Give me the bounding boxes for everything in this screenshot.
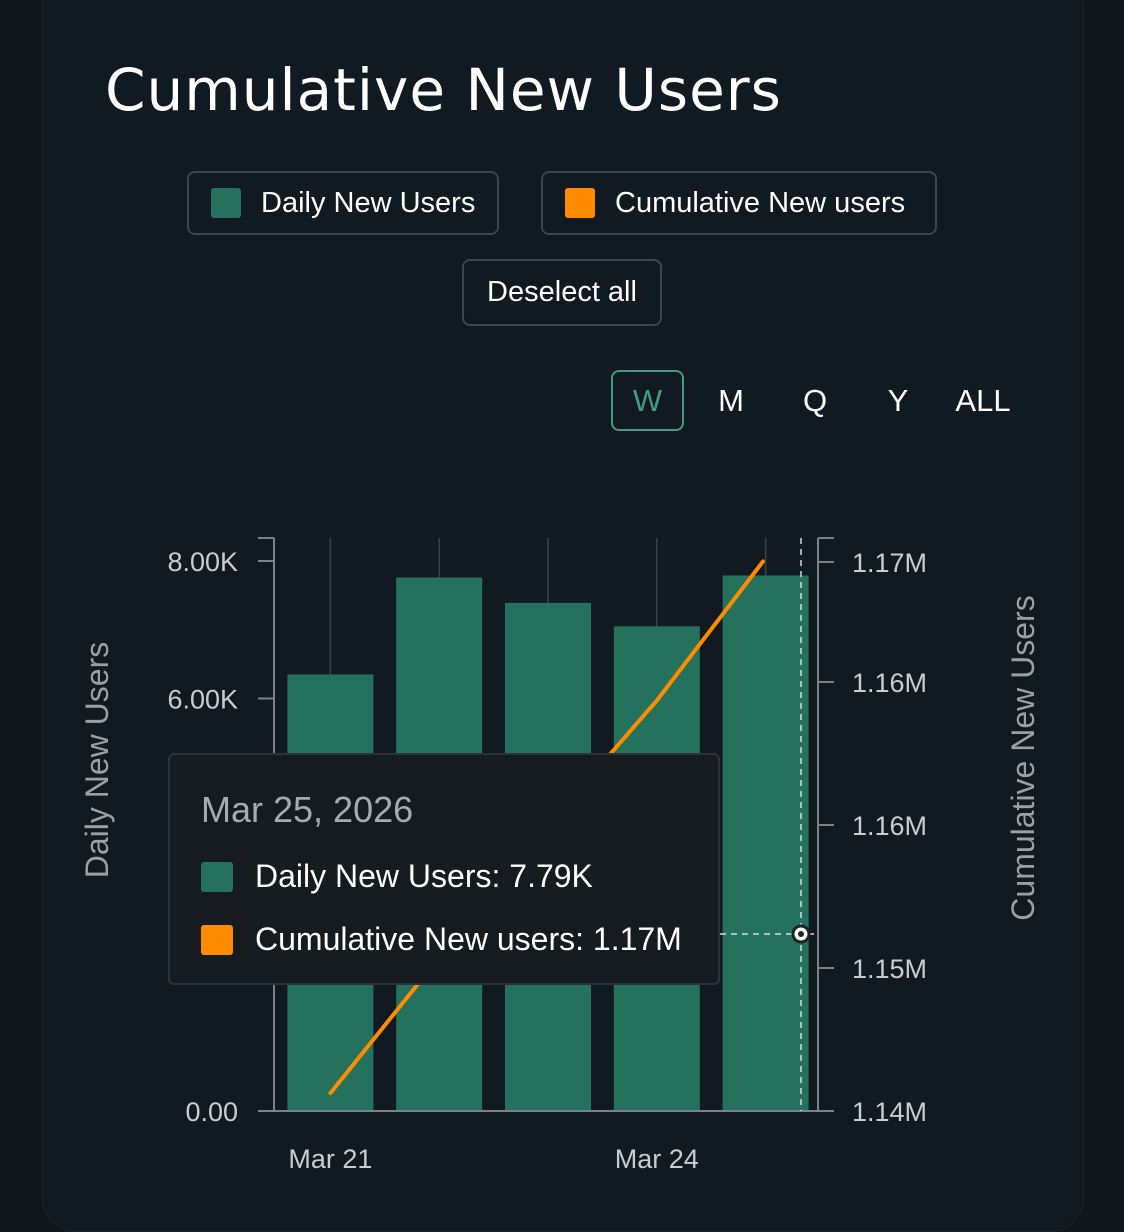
legend-label: Cumulative New users bbox=[615, 186, 906, 219]
tooltip-daily-value: Daily New Users: 7.79K bbox=[255, 858, 593, 894]
chart-tooltip: Mar 25, 2026 Daily New Users: 7.79K Cumu… bbox=[168, 753, 720, 985]
range-month-button[interactable]: M bbox=[718, 382, 744, 418]
tooltip-cumulative-row: Cumulative New users: 1.17M bbox=[201, 921, 682, 958]
left-tick-label: 6.00K bbox=[167, 685, 238, 715]
x-tick-label: Mar 24 bbox=[615, 1144, 699, 1174]
tooltip-daily-row: Daily New Users: 7.79K bbox=[201, 858, 593, 895]
legend-label: Daily New Users bbox=[261, 186, 476, 219]
deselect-all-button[interactable]: Deselect all bbox=[462, 259, 662, 326]
hover-point-center bbox=[798, 931, 804, 937]
cumulative-swatch-icon bbox=[201, 924, 233, 955]
daily-swatch-icon bbox=[201, 861, 233, 892]
range-year-button[interactable]: Y bbox=[887, 382, 909, 418]
legend-daily-new-users[interactable]: Daily New Users bbox=[187, 171, 499, 235]
range-week-button[interactable]: W bbox=[611, 370, 684, 431]
cumulative-swatch-icon bbox=[565, 188, 595, 218]
chart: 0.00 6.00K 8.00K 1.14M 1.15M 1.16M 1.16M 1.17M M… bbox=[79, 537, 1041, 1174]
left-axis-title: Daily New Users bbox=[79, 642, 115, 878]
legend-cumulative-new-users[interactable]: Cumulative New users bbox=[541, 171, 937, 235]
left-tick-label: 8.00K bbox=[167, 547, 238, 577]
range-quarter-button[interactable]: Q bbox=[802, 382, 828, 418]
right-tick-label: 1.16M bbox=[852, 668, 927, 698]
right-tick-label: 1.15M bbox=[852, 954, 927, 984]
right-axis-title: Cumulative New Users bbox=[1005, 595, 1041, 920]
bar-mar-25 bbox=[722, 575, 809, 1111]
range-all-button[interactable]: ALL bbox=[955, 382, 1011, 418]
page-title: Cumulative New Users bbox=[105, 56, 782, 124]
tooltip-date: Mar 25, 2026 bbox=[201, 789, 414, 830]
tooltip-cumulative-value: Cumulative New users: 1.17M bbox=[255, 921, 682, 957]
daily-swatch-icon bbox=[211, 188, 241, 218]
right-tick-label: 1.17M bbox=[852, 548, 927, 578]
right-tick-label: 1.16M bbox=[852, 811, 927, 841]
left-tick-label: 0.00 bbox=[185, 1097, 238, 1127]
right-tick-label: 1.14M bbox=[852, 1097, 927, 1127]
x-tick-label: Mar 21 bbox=[288, 1144, 372, 1174]
